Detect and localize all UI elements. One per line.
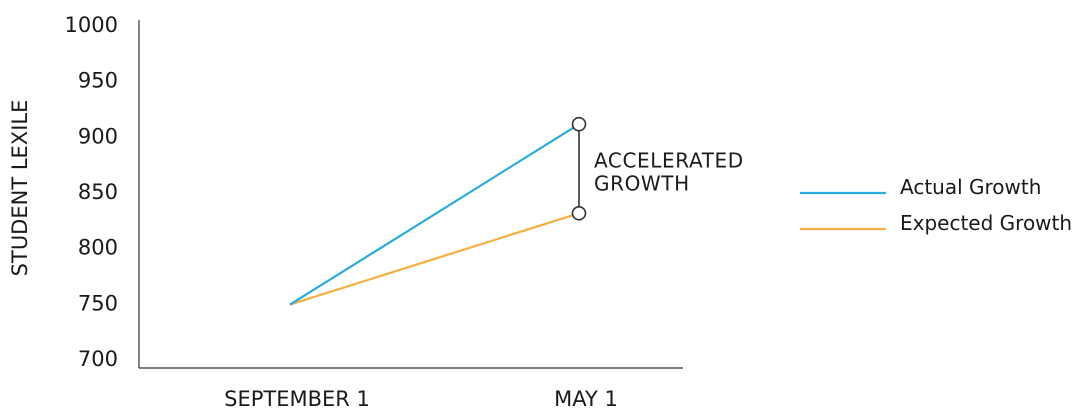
y-axis-label-group: STUDENT LEXILE bbox=[8, 100, 32, 277]
legend-label: Actual Growth bbox=[900, 175, 1041, 199]
y-tick-label: 900 bbox=[78, 124, 118, 148]
annotation-text: ACCELERATED bbox=[594, 149, 744, 173]
legend-label: Expected Growth bbox=[900, 211, 1072, 235]
y-axis-label: STUDENT LEXILE bbox=[8, 100, 32, 277]
y-tick-label: 800 bbox=[78, 236, 118, 260]
x-tick-labels: SEPTEMBER 1 MAY 1 bbox=[224, 387, 618, 411]
y-tick-label: 750 bbox=[78, 291, 118, 315]
y-tick-labels: 700 750 800 850 900 950 1000 bbox=[65, 13, 118, 371]
legend: Actual Growth Expected Growth bbox=[800, 175, 1072, 235]
y-tick-label: 1000 bbox=[65, 13, 118, 37]
series-line-actual-growth bbox=[289, 123, 580, 306]
annotation-marker bbox=[571, 205, 587, 221]
annotation-marker bbox=[571, 116, 587, 132]
series-line-expected-growth bbox=[289, 212, 580, 306]
y-tick-label: 950 bbox=[78, 69, 118, 93]
y-tick-label: 850 bbox=[78, 180, 118, 204]
x-tick-label: MAY 1 bbox=[554, 387, 618, 411]
x-tick-label: SEPTEMBER 1 bbox=[224, 387, 370, 411]
series-lines bbox=[289, 123, 580, 306]
y-tick-label: 700 bbox=[78, 347, 118, 371]
annotation-text: GROWTH bbox=[594, 172, 690, 196]
